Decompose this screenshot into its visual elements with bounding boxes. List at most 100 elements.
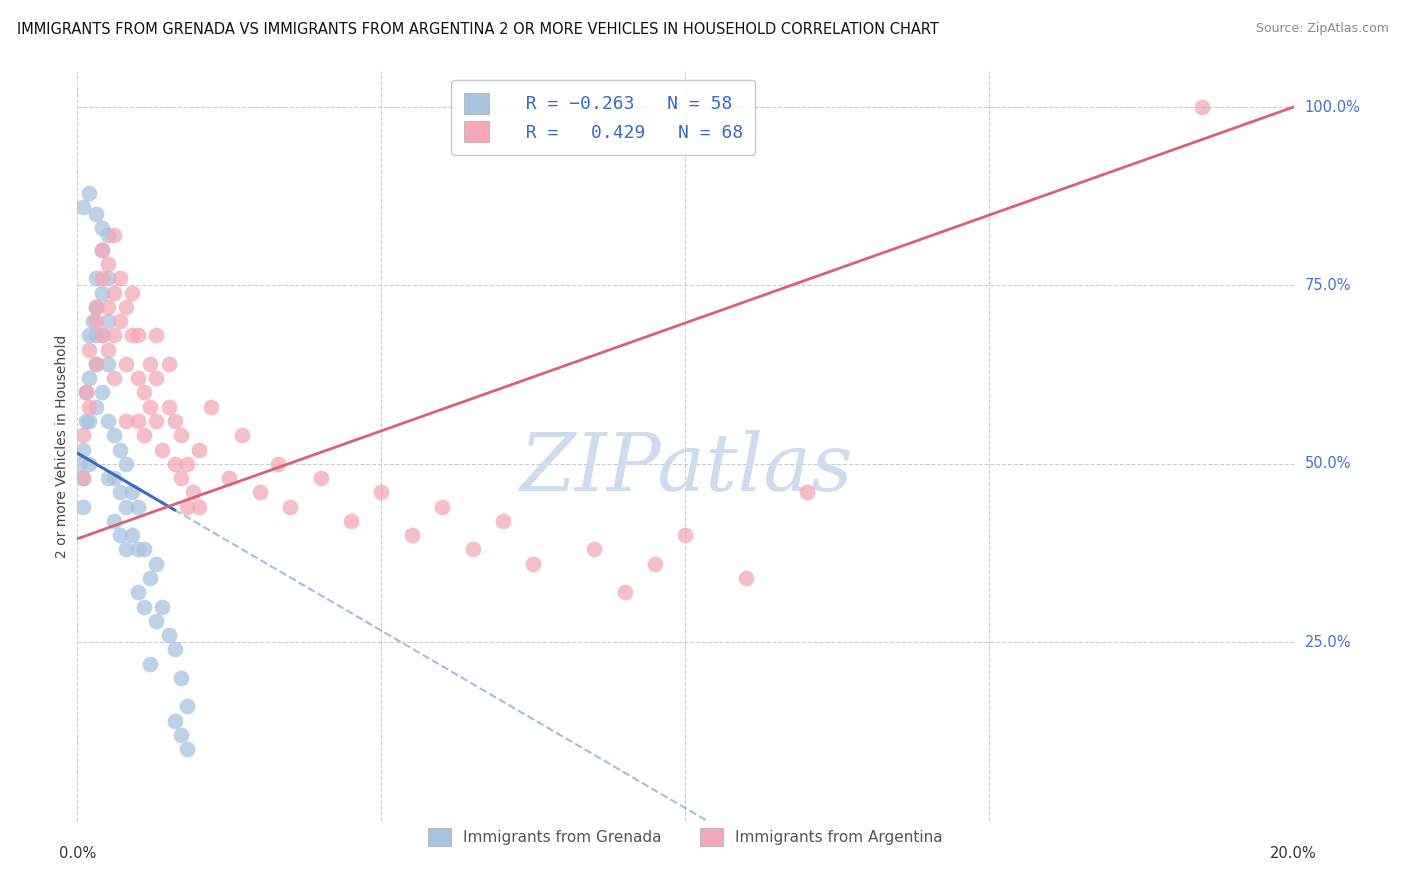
Point	[90, 243, 112, 257]
Point	[163, 414, 186, 428]
Point	[103, 285, 125, 300]
Point	[134, 542, 156, 557]
Point	[84, 357, 107, 371]
Point	[103, 514, 125, 528]
Point	[90, 221, 112, 235]
Point	[72, 428, 94, 442]
Point	[613, 585, 636, 599]
Point	[84, 300, 107, 314]
Point	[170, 428, 193, 442]
Legend: Immigrants from Grenada, Immigrants from Argentina: Immigrants from Grenada, Immigrants from…	[416, 816, 955, 858]
Point	[139, 357, 162, 371]
Point	[157, 357, 180, 371]
Point	[103, 428, 125, 442]
Point	[72, 471, 94, 485]
Point	[115, 457, 138, 471]
Point	[145, 414, 167, 428]
Point	[97, 414, 120, 428]
Point	[644, 557, 666, 571]
Point	[72, 471, 94, 485]
Point	[176, 457, 198, 471]
Point	[75, 385, 97, 400]
Point	[188, 442, 211, 457]
Point	[97, 300, 120, 314]
Point	[152, 599, 174, 614]
Point	[84, 207, 107, 221]
Point	[121, 485, 143, 500]
Point	[97, 343, 120, 357]
Point	[69, 457, 91, 471]
Text: 25.0%: 25.0%	[1305, 635, 1351, 649]
Point	[188, 500, 211, 514]
Point	[461, 542, 484, 557]
Point	[735, 571, 758, 585]
Point	[145, 371, 167, 385]
Point	[121, 528, 143, 542]
Point	[139, 400, 162, 414]
Point	[340, 514, 363, 528]
Point	[103, 471, 125, 485]
Point	[249, 485, 271, 500]
Point	[79, 414, 101, 428]
Point	[90, 271, 112, 285]
Text: 0.0%: 0.0%	[59, 846, 96, 861]
Point	[75, 385, 97, 400]
Point	[370, 485, 392, 500]
Point	[108, 485, 131, 500]
Point	[97, 314, 120, 328]
Point	[231, 428, 253, 442]
Point	[127, 585, 149, 599]
Point	[796, 485, 818, 500]
Point	[121, 328, 143, 343]
Point	[79, 328, 101, 343]
Point	[1191, 100, 1213, 114]
Text: 50.0%: 50.0%	[1305, 457, 1351, 471]
Point	[145, 557, 167, 571]
Point	[84, 300, 107, 314]
Point	[97, 228, 120, 243]
Point	[97, 471, 120, 485]
Point	[181, 485, 204, 500]
Point	[401, 528, 423, 542]
Point	[134, 385, 156, 400]
Point	[127, 414, 149, 428]
Point	[72, 500, 94, 514]
Point	[79, 400, 101, 414]
Text: ZIPatlas: ZIPatlas	[519, 430, 852, 508]
Point	[115, 414, 138, 428]
Point	[583, 542, 606, 557]
Point	[200, 400, 222, 414]
Point	[72, 442, 94, 457]
Point	[145, 328, 167, 343]
Point	[127, 500, 149, 514]
Point	[103, 228, 125, 243]
Point	[97, 257, 120, 271]
Point	[145, 614, 167, 628]
Point	[97, 271, 120, 285]
Point	[492, 514, 515, 528]
Point	[82, 314, 104, 328]
Point	[84, 314, 107, 328]
Point	[157, 628, 180, 642]
Point	[163, 714, 186, 728]
Point	[90, 328, 112, 343]
Text: 100.0%: 100.0%	[1305, 100, 1361, 114]
Point	[79, 457, 101, 471]
Point	[121, 285, 143, 300]
Point	[170, 728, 193, 742]
Point	[84, 357, 107, 371]
Point	[176, 699, 198, 714]
Point	[90, 243, 112, 257]
Point	[127, 371, 149, 385]
Point	[127, 328, 149, 343]
Point	[176, 742, 198, 756]
Point	[163, 457, 186, 471]
Point	[139, 657, 162, 671]
Point	[522, 557, 544, 571]
Point	[267, 457, 290, 471]
Point	[163, 642, 186, 657]
Point	[134, 599, 156, 614]
Text: 75.0%: 75.0%	[1305, 278, 1351, 293]
Point	[176, 500, 198, 514]
Point	[108, 442, 131, 457]
